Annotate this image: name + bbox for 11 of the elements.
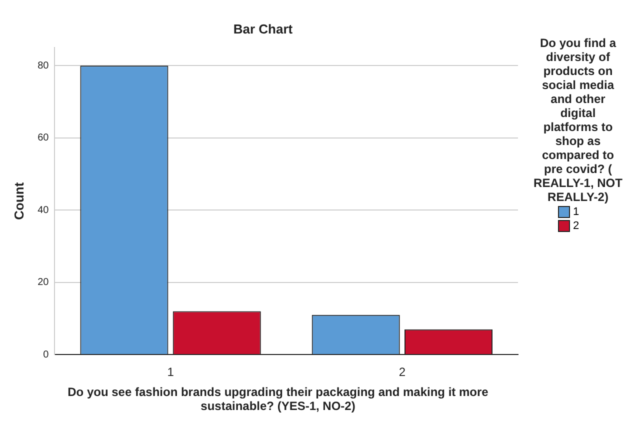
- y-axis-title: Count: [11, 182, 26, 220]
- legend-label: 1: [573, 206, 580, 218]
- y-tick-label: 60: [38, 132, 50, 144]
- x-axis-title: Do you see fashion brands upgrading their packaging and making it more sustainable? (YES-1, NO-2): [66, 384, 490, 413]
- y-tick-label: 40: [38, 204, 50, 216]
- chart-title: Bar Chart: [233, 21, 294, 36]
- legend-label: 2: [573, 220, 580, 232]
- y-tick-label: 0: [43, 349, 50, 360]
- y-tick-label: 80: [38, 60, 50, 72]
- y-tick-label: 20: [38, 277, 50, 288]
- text: Do you find a diversity of products on social media and other digital platforms to shop as compared to pre covid? ( REALLY-1, NOT REALLY-2): [534, 36, 622, 204]
